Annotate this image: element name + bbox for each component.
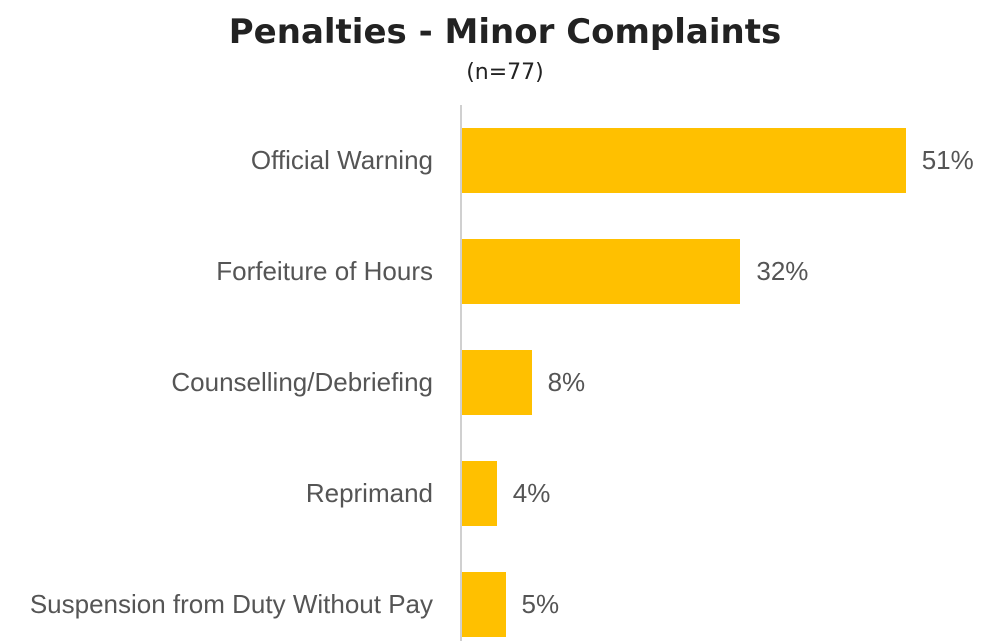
value-label: 32% [756,256,809,286]
bar [462,460,497,526]
bar [462,349,532,415]
category-label: Suspension from Duty Without Pay [29,589,433,619]
category-label-box: Suspension from Duty Without Pay [5,564,433,644]
bar [462,238,741,304]
category-label-box: Reprimand [5,453,433,533]
category-axis [460,105,462,641]
bar [462,571,506,637]
value-label: 51% [921,145,974,175]
bar [462,127,906,193]
category-label: Counselling/Debriefing [171,367,433,397]
chart-subtitle: (n=77) [466,60,544,85]
category-label: Forfeiture of Hours [216,256,433,286]
value-label: 5% [521,589,560,619]
category-label: Reprimand [305,478,433,508]
value-label: 4% [512,478,551,508]
category-label-box: Counselling/Debriefing [5,342,433,422]
category-label-box: Forfeiture of Hours [5,231,433,311]
value-label: 8% [547,367,586,397]
chart-title: Penalties - Minor Complaints [228,12,782,52]
category-label: Official Warning [250,145,433,175]
category-label-box: Official Warning [5,120,433,200]
